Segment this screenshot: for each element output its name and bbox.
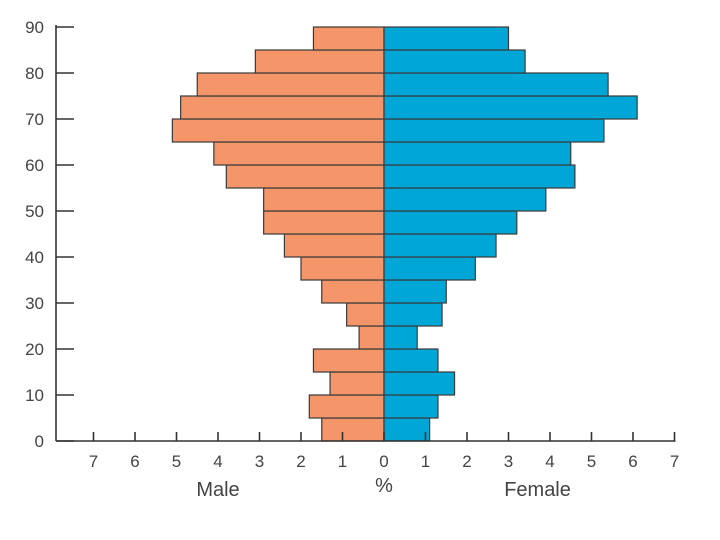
female-bar-80-84 — [383, 49, 526, 74]
x-tick-label-1: 6 — [130, 452, 139, 471]
male-bar-55-59 — [225, 164, 385, 189]
female-bar-35-39 — [383, 256, 476, 281]
x-tick-label-9: 2 — [462, 452, 471, 471]
x-tick-label-5: 2 — [296, 452, 305, 471]
male-bar-5-9 — [308, 394, 385, 419]
female-bar-65-69 — [383, 118, 605, 143]
x-label-female: Female — [504, 479, 571, 501]
y-tick-label-60: 60 — [25, 156, 44, 175]
x-tick-label-10: 3 — [504, 452, 513, 471]
y-tick-label-40: 40 — [25, 248, 44, 267]
y-tick-label-80: 80 — [25, 64, 44, 83]
x-tick-label-2: 5 — [172, 452, 181, 471]
y-tick-label-50: 50 — [25, 202, 44, 221]
male-bar-70-74 — [180, 95, 385, 120]
female-bar-15-19 — [383, 348, 439, 373]
female-bar-60-64 — [383, 141, 572, 166]
male-bar-50-54 — [263, 187, 385, 212]
male-bar-45-49 — [263, 210, 385, 235]
x-tick-label-11: 4 — [545, 452, 554, 471]
x-tick-label-12: 5 — [587, 452, 596, 471]
male-bar-0-4 — [321, 417, 385, 442]
male-bar-35-39 — [300, 256, 385, 281]
axis-labels: Male % Female — [196, 475, 571, 501]
x-tick-label-6: 1 — [338, 452, 347, 471]
female-bar-70-74 — [383, 95, 638, 120]
male-bar-65-69 — [171, 118, 385, 143]
male-bar-60-64 — [213, 141, 385, 166]
male-bars — [171, 26, 385, 442]
female-bar-5-9 — [383, 394, 439, 419]
x-label-male: Male — [196, 479, 239, 501]
female-bar-10-14 — [383, 371, 456, 396]
male-bar-80-84 — [254, 49, 385, 74]
y-tick-label-90: 90 — [25, 18, 44, 37]
y-tick-label-30: 30 — [25, 294, 44, 313]
x-tick-label-8: 1 — [421, 452, 430, 471]
y-tick-label-20: 20 — [25, 340, 44, 359]
x-label-percent: % — [375, 475, 393, 497]
y-tick-label-10: 10 — [25, 386, 44, 405]
male-bar-30-34 — [321, 279, 385, 304]
x-tick-label-13: 6 — [628, 452, 637, 471]
female-bar-55-59 — [383, 164, 576, 189]
female-bar-50-54 — [383, 187, 547, 212]
female-bar-85-89 — [383, 26, 510, 51]
female-bar-75-79 — [383, 72, 609, 97]
x-tick-label-3: 4 — [213, 452, 222, 471]
y-tick-label-0: 0 — [35, 432, 44, 451]
female-bar-25-29 — [383, 302, 443, 327]
female-bar-45-49 — [383, 210, 518, 235]
male-bar-40-44 — [283, 233, 385, 258]
female-bar-30-34 — [383, 279, 447, 304]
x-tick-label-14: 7 — [670, 452, 679, 471]
x-tick-label-0: 7 — [89, 452, 98, 471]
x-tick-label-7: 0 — [379, 452, 388, 471]
male-bar-15-19 — [312, 348, 385, 373]
female-bars — [383, 26, 638, 442]
male-bar-85-89 — [312, 26, 385, 51]
female-bar-0-4 — [383, 417, 431, 442]
male-bar-75-79 — [196, 72, 385, 97]
y-tick-label-70: 70 — [25, 110, 44, 129]
male-bar-20-24 — [358, 325, 385, 350]
male-bar-25-29 — [346, 302, 385, 327]
male-bar-10-14 — [329, 371, 385, 396]
female-bar-40-44 — [383, 233, 497, 258]
x-tick-label-4: 3 — [255, 452, 264, 471]
female-bar-20-24 — [383, 325, 418, 350]
